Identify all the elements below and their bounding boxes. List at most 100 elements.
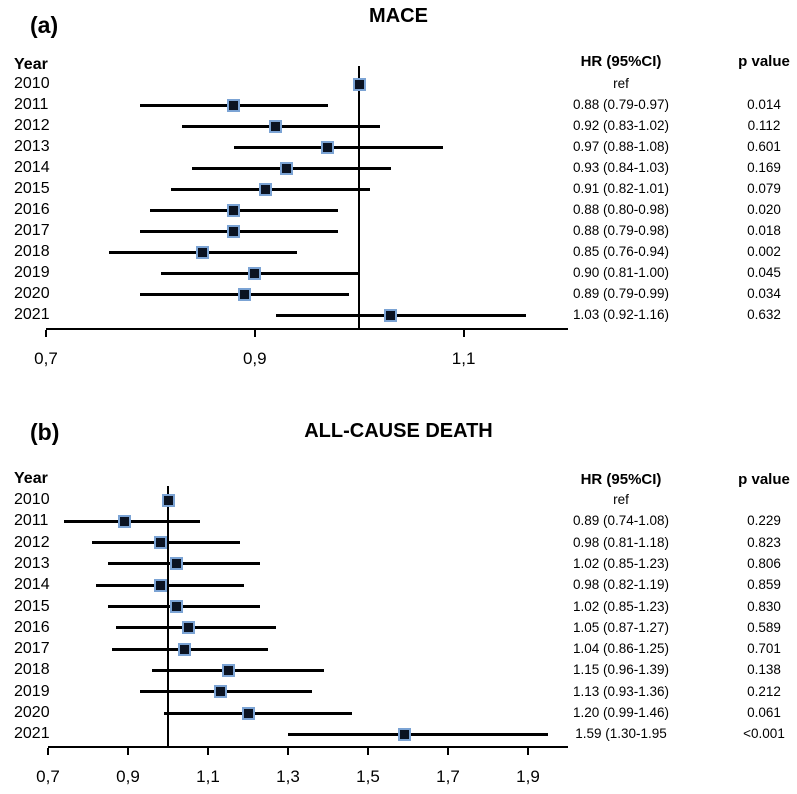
p-value: 0.045 [747, 265, 781, 280]
hr-ci-value: 0.85 (0.76-0.94) [572, 244, 670, 259]
hr-marker [213, 685, 227, 699]
hr-ci-value: 1.13 (0.93-1.36) [572, 683, 670, 699]
panel-b-title: ALL-CAUSE DEATH [304, 420, 493, 442]
hr-marker [237, 287, 251, 301]
year-label: 2011 [14, 512, 49, 530]
year-label: 2019 [14, 264, 50, 281]
hr-marker [258, 182, 272, 196]
hr-ci-value: ref [613, 76, 629, 91]
hr-ci-value: 0.97 (0.88-1.08) [572, 139, 670, 154]
p-value: 0.212 [747, 683, 781, 699]
ci-line [275, 313, 527, 317]
panel-a-title: MACE [369, 5, 428, 27]
hr-ci-value: 1.59 (1.30-1.95 [575, 726, 667, 742]
year-label: 2016 [14, 201, 50, 218]
hr-marker [248, 266, 262, 280]
hr-ci-value: 1.05 (0.87-1.27) [572, 619, 670, 635]
p-value: 0.079 [747, 181, 781, 196]
ci-line [288, 732, 548, 736]
hr-ci-value: 0.89 (0.79-0.99) [572, 286, 670, 301]
hr-ci-value: 0.90 (0.81-1.00) [572, 265, 670, 280]
x-axis-tick [47, 748, 49, 755]
panel-b-year-column-header: Year [14, 470, 48, 487]
hr-ci-value: 0.88 (0.79-0.97) [572, 97, 670, 112]
x-axis-tick [447, 748, 449, 755]
hr-marker [321, 140, 335, 154]
hr-marker [241, 706, 255, 720]
ci-line [233, 145, 443, 149]
year-label: 2017 [14, 640, 50, 658]
p-value: 0.034 [747, 286, 781, 301]
hr-marker [227, 203, 241, 217]
p-value: 0.589 [747, 619, 781, 635]
year-label: 2019 [14, 682, 50, 700]
hr-marker [161, 493, 175, 507]
hr-ci-value: 0.88 (0.80-0.98) [572, 202, 670, 217]
year-label: 2012 [14, 533, 50, 551]
ci-line [116, 626, 276, 630]
x-axis-tick-label: 0,9 [116, 767, 140, 786]
hr-marker [177, 642, 191, 656]
p-value: 0.823 [747, 534, 781, 550]
x-axis-tick-label: 1,1 [196, 767, 220, 786]
p-value: 0.806 [747, 555, 781, 571]
hr-ci-value: 0.98 (0.81-1.18) [572, 534, 670, 550]
x-axis-tick [253, 330, 256, 337]
p-value: 0.014 [747, 97, 781, 112]
reference-line [358, 66, 360, 328]
year-label: 2017 [14, 222, 50, 239]
p-value: 0.601 [747, 139, 781, 154]
hr-marker [269, 119, 283, 133]
hr-ci-value: 1.02 (0.85-1.23) [572, 555, 670, 571]
hr-ci-value: 1.02 (0.85-1.23) [572, 598, 670, 614]
hr-marker [117, 514, 131, 528]
x-axis-tick-label: 1,7 [436, 767, 460, 786]
year-label: 2020 [14, 704, 50, 721]
year-label: 2012 [14, 117, 50, 134]
x-axis-tick [527, 748, 529, 755]
x-axis-tick [207, 748, 209, 755]
year-label: 2014 [14, 576, 50, 594]
x-axis-tick-label: 0,7 [34, 349, 58, 368]
panel-a-hr-column-header: HR (95%CI) [580, 53, 662, 70]
x-axis-tick [462, 330, 465, 337]
ci-line [64, 519, 200, 523]
x-axis-tick-label: 1,1 [451, 349, 476, 368]
year-label: 2011 [14, 96, 49, 113]
p-value: 0.701 [747, 641, 781, 657]
year-label: 2015 [14, 597, 50, 615]
hr-ci-value: 0.93 (0.84-1.03) [572, 160, 670, 175]
hr-marker [227, 98, 241, 112]
hr-marker [397, 727, 411, 741]
hr-ci-value: 1.04 (0.86-1.25) [572, 641, 670, 657]
year-label: 2010 [14, 75, 50, 92]
p-value: 0.002 [747, 244, 781, 259]
year-label: 2013 [14, 138, 50, 155]
hr-marker [153, 536, 167, 550]
hr-marker [181, 621, 195, 635]
p-value: 0.112 [747, 118, 781, 133]
x-axis-tick [287, 748, 289, 755]
hr-marker [153, 578, 167, 592]
year-label: 2021 [14, 306, 50, 323]
year-label: 2015 [14, 180, 50, 197]
x-axis-line [48, 746, 568, 748]
reference-line [167, 486, 169, 746]
year-label: 2020 [14, 285, 50, 302]
hr-marker [384, 308, 398, 322]
year-label: 2010 [14, 491, 50, 508]
x-axis-tick [367, 748, 369, 755]
x-axis-line [46, 328, 568, 330]
hr-ci-value: 0.89 (0.74-1.08) [572, 513, 670, 529]
year-label: 2018 [14, 243, 50, 260]
x-axis-tick [45, 330, 47, 337]
hr-ci-value: 1.20 (0.99-1.46) [572, 705, 670, 720]
hr-marker [279, 161, 293, 175]
year-label: 2016 [14, 618, 50, 636]
panel-b-hr-column-header: HR (95%CI) [580, 471, 662, 488]
hr-marker [169, 600, 183, 613]
hr-marker [196, 245, 210, 259]
